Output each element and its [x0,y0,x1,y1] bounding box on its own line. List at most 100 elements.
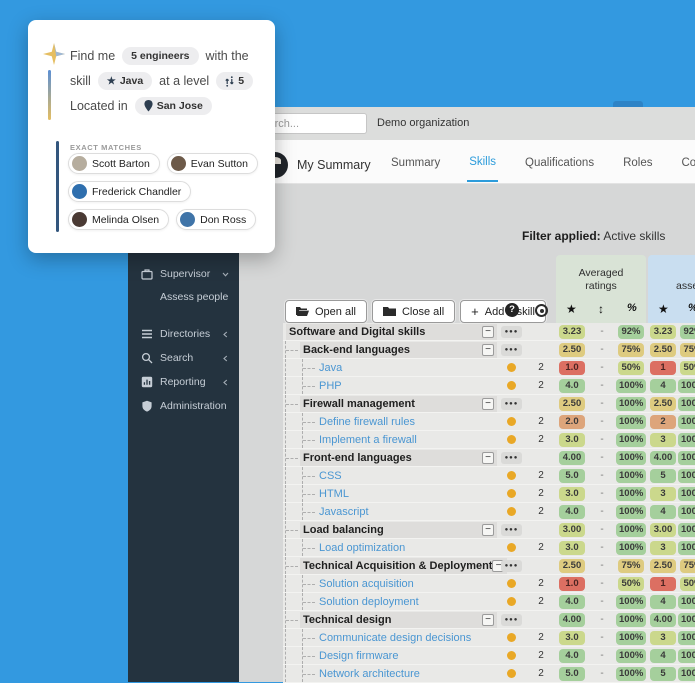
exact-matches-label: EXACT MATCHES [70,143,142,152]
skill-link[interactable]: Implement a firewall [319,434,417,446]
tab-summary[interactable]: Summary [389,143,442,181]
location-chip[interactable]: San Jose [135,97,212,115]
skill-link[interactable]: Solution deployment [319,596,419,608]
tree-connector [302,503,316,520]
sidebar-item-directories[interactable]: Directories [128,322,239,346]
value-pill: 100% [678,433,695,447]
help-icon[interactable]: ? [505,303,519,317]
sidebar-item-search[interactable]: Search [128,346,239,370]
row-menu-button[interactable]: ●●● [501,614,523,626]
tab-roles[interactable]: Roles [621,143,654,181]
value-pill: 3.0 [559,541,585,555]
tab-qualifications[interactable]: Qualifications [523,143,596,181]
collapse-icon[interactable]: − [482,452,494,464]
status-dot-icon [507,435,516,444]
person-avatar [171,156,186,171]
info-cell [497,575,526,592]
value-pill: 100% [678,505,695,519]
avg-cell: 3.0 [556,431,588,448]
row-menu-button[interactable]: ●●● [501,524,523,536]
skill-link[interactable]: Network architecture [319,668,420,680]
collapse-icon[interactable]: − [482,398,494,410]
avg-star-column-icon[interactable]: ★ [566,302,577,316]
person-chip[interactable]: Scott Barton [68,153,160,174]
row-menu-button[interactable]: ●●● [501,398,523,410]
self-assessment-header: Selfassessment [648,267,695,293]
magnifier-icon [141,352,153,364]
self-cell: 2.50 [648,557,678,574]
row-menu-button[interactable]: ●●● [501,560,523,572]
self-star-column-icon[interactable]: ★ [658,302,669,316]
location-pin-icon [144,100,153,112]
tab-competency[interactable]: Competency [680,143,695,181]
skill-link[interactable]: Javascript [319,506,369,518]
skill-name-cell: Load optimization [283,539,497,556]
tab-skills[interactable]: Skills [467,142,498,182]
target-level-icon[interactable] [535,304,548,317]
sidebar-item-reporting[interactable]: Reporting [128,370,239,394]
value-pill: 100% [616,469,646,483]
tabs-container: Summary Skills Qualifications Roles Competen… [389,140,695,184]
skill-link[interactable]: Communicate design decisions [319,632,471,644]
person-chip[interactable]: Don Ross [176,209,256,230]
skill-link[interactable]: PHP [319,380,342,392]
value-pill: 3.0 [559,631,585,645]
self-percent-column-icon[interactable]: % [688,302,695,314]
self-cell: 3 [648,629,678,646]
person-avatar [72,184,87,199]
trend-cell: - [588,611,616,628]
collapse-icon[interactable]: − [482,524,494,536]
row-menu-button[interactable]: ●●● [501,452,523,464]
trend-cell: - [588,665,616,682]
open-all-button[interactable]: Open all [285,300,367,323]
add-skill-button[interactable]: + Add a skill [460,300,546,323]
info-cell [497,665,526,682]
info-cell [497,647,526,664]
person-chip[interactable]: Melinda Olsen [68,209,169,230]
target-level-cell: 2 [526,377,556,394]
sidebar-item-assess-people[interactable]: Assess people [128,286,239,312]
row-menu-button[interactable]: ●●● [501,344,523,356]
closed-folder-icon [383,306,396,317]
skill-link[interactable]: Define firewall rules [319,416,415,428]
value-pill: 75% [680,559,695,573]
value-pill: 5 [650,469,676,483]
avg-cell: 3.0 [556,539,588,556]
person-avatar [72,212,87,227]
skill-chip[interactable]: ★Java [98,72,152,90]
person-chip[interactable]: Evan Sutton [167,153,258,174]
spct-cell: 100% [678,611,695,628]
spct-cell: 75% [678,341,695,358]
category-band: Front-end languages− [300,450,497,466]
sidebar-item-supervisor[interactable]: Supervisor [128,262,239,286]
value-pill: 75% [680,343,695,357]
avg-trend-column-icon[interactable]: ↕ [598,302,604,316]
skill-link[interactable]: CSS [319,470,342,482]
skill-link[interactable]: Java [319,362,342,374]
skill-link[interactable]: HTML [319,488,349,500]
count-chip[interactable]: 5 engineers [122,47,198,65]
close-all-button[interactable]: Close all [372,300,455,323]
status-dot-icon [507,543,516,552]
prompt-line-3: Located in San Jose [70,97,212,115]
top-toolbar: Demo organization [239,107,695,140]
avg-percent-column-icon[interactable]: % [627,302,637,314]
info-cell: ●●● [497,341,526,358]
collapse-icon[interactable]: − [482,344,494,356]
skill-link[interactable]: Solution acquisition [319,578,414,590]
tree-connector [302,665,316,682]
sidebar-item-administration[interactable]: Administration [128,394,239,418]
level-chip[interactable]: 5 [216,72,253,90]
row-menu-button[interactable]: ●●● [501,326,523,338]
skill-link[interactable]: Design firmware [319,650,398,662]
skill-link[interactable]: Load optimization [319,542,405,554]
collapse-icon[interactable]: − [482,614,494,626]
skill-category-label: Back-end languages [300,344,410,356]
value-pill: 75% [618,343,644,357]
collapse-icon[interactable]: − [482,326,494,338]
value-pill: 4 [650,505,676,519]
person-chip[interactable]: Frederick Chandler [68,181,191,202]
tree-connector [302,575,316,592]
